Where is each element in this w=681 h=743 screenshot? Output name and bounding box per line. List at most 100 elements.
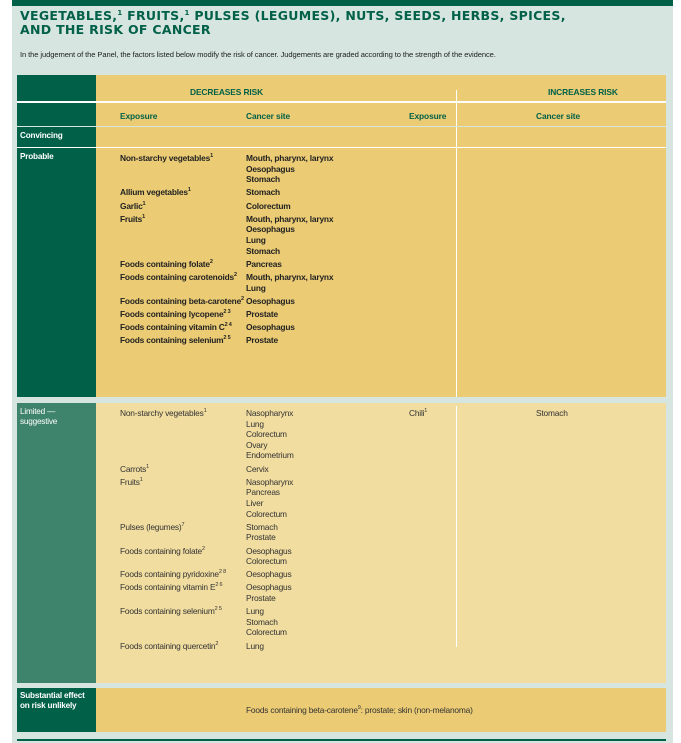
footnote-ref: 2 6 — [215, 582, 223, 589]
footnote-ref: 1 — [142, 200, 146, 207]
exposure-text: Foods containing vitamin E — [120, 582, 216, 593]
table-row: Fruits1 Nasopharynx Pancreas Liver Colorectu… — [120, 477, 460, 519]
cancer-site: Endometrium — [246, 450, 294, 461]
cancer-site: Stomach — [246, 174, 280, 185]
cancer-site: Lung — [246, 418, 264, 429]
table-row: Foods containing carotenoids2 Mouth, phar… — [120, 272, 460, 293]
cancer-site: Colorectum — [246, 627, 287, 638]
table-row: Foods containing vitamin E2 6 Oesophagus P… — [120, 582, 460, 603]
table-row: Fruits1 Mouth, pharynx, larynx Oesophagus L… — [120, 214, 460, 256]
convincing-label: Convincing — [17, 127, 96, 147]
footnote-ref: 1 — [187, 187, 191, 194]
cancer-site: Stomach — [246, 521, 278, 532]
table-row: Non-starchy vegetables1 Mouth, pharynx, l… — [120, 153, 460, 185]
cancer-site-header: Cancer site — [246, 111, 291, 121]
substantial-effect-row: Substantial effect on risk unlikely Food… — [17, 688, 666, 732]
cancer-site: Stomach — [246, 245, 280, 256]
footnote-ref: 2 3 — [223, 309, 231, 316]
exposure-text: Foods containing selenium — [120, 606, 215, 617]
footnote-ref: 2 — [215, 640, 219, 647]
cancer-site-cell: Prostate — [246, 335, 278, 346]
cancer-site: Pancreas — [246, 258, 282, 269]
cancer-site: Liver — [246, 497, 264, 508]
table-row: Carrots1 Cervix — [120, 464, 460, 475]
limited-suggestive-label: Limited — suggestive — [17, 403, 96, 683]
substantial-effect-label: Substantial effect on risk unlikely — [17, 688, 96, 732]
cancer-site: Colorectum — [246, 556, 287, 567]
cancer-site: Oesophagus — [246, 569, 292, 580]
top-bar — [12, 0, 673, 6]
table-row: Foods containing lycopene2 3 Prostate — [120, 309, 460, 320]
cancer-site-cell: Colorectum — [246, 201, 291, 212]
cancer-site-cell: Mouth, pharynx, larynx Lung — [246, 272, 333, 293]
exposure-cell: Chili1 — [409, 408, 536, 419]
cancer-site: Pancreas — [246, 487, 280, 498]
cancer-site: Prostate — [246, 335, 278, 346]
cancer-site: Lung — [246, 234, 266, 245]
exposure-text: Non-starchy vegetables — [120, 153, 211, 163]
cancer-site-cell: Oesophagus Prostate — [246, 582, 292, 603]
exposure-cell: Foods containing quercetin2 — [120, 641, 246, 652]
table-row: Garlic1 Colorectum — [120, 201, 460, 212]
exposure-cell: Foods containing folate2 — [120, 546, 246, 567]
cancer-site: Lung — [246, 606, 264, 617]
exposure-cell: Foods containing pyridoxine2 8 — [120, 569, 246, 580]
table-row: Foods containing vitamin C2 4 Oesophagus — [120, 322, 460, 333]
exposure-cell: Allium vegetables1 — [120, 187, 246, 198]
table-row: Foods containing quercetin2 Lung — [120, 641, 460, 652]
exposure-cell: Foods containing selenium2 5 — [120, 606, 246, 638]
footnote-ref: 1 — [203, 408, 207, 415]
exposure-cell: Foods containing beta-carotene2 — [120, 296, 246, 307]
exposure-text: Foods containing lycopene — [120, 308, 224, 319]
footnote-ref: 1 — [210, 153, 213, 160]
cancer-site: Colorectum — [246, 200, 291, 211]
table-panel: VEGETABLES,1 FRUITS,1 PULSES (LEGUMES), … — [12, 0, 673, 743]
exposure-text: Foods containing beta-carotene — [120, 295, 242, 306]
table-row: Allium vegetables1 Stomach — [120, 187, 460, 198]
exposure-cell: Garlic1 — [120, 201, 246, 212]
cancer-site-cell: Oesophagus — [246, 296, 295, 307]
cancer-site: Stomach — [246, 187, 280, 198]
table-row: Foods containing folate2 Oesophagus Colore… — [120, 546, 460, 567]
cancer-site: Prostate — [246, 532, 276, 543]
exposure-text: Fruits — [120, 476, 140, 487]
cancer-site: Lung — [246, 640, 264, 651]
intro-text: In the judgement of the Panel, the facto… — [20, 50, 496, 59]
cancer-site: Nasopharynx — [246, 476, 294, 487]
table-row: Foods containing folate2 Pancreas — [120, 259, 460, 270]
exposure-text: Foods containing folate — [120, 545, 203, 556]
exposure-text: Pulses (legumes) — [120, 521, 182, 532]
exposure-text: Foods containing quercetin — [120, 640, 216, 651]
footnote-ref: 2 — [241, 295, 244, 302]
cancer-site-cell: Stomach — [536, 408, 568, 419]
footnote-ref: 2 — [233, 272, 237, 279]
probable-row: Probable Non-starchy vegetables1 Mouth, p… — [17, 148, 666, 397]
exposure-text: Carrots — [120, 463, 147, 474]
cancer-site: Oesophagus — [246, 224, 295, 235]
exposure-cell: Foods containing selenium2 5 — [120, 335, 246, 346]
cancer-site: Colorectum — [246, 508, 287, 519]
header-label-cell — [17, 75, 96, 126]
cancer-site-cell: Mouth, pharynx, larynx Oesophagus Stomach — [246, 153, 333, 185]
footnote-ref: 1 — [142, 213, 145, 220]
exposure-text: Non-starchy vegetables — [120, 408, 204, 418]
cancer-site: Oesophagus — [246, 295, 295, 306]
cancer-site: Nasopharynx — [246, 408, 294, 418]
table-row: Non-starchy vegetables1 Nasopharynx Lung Co… — [120, 408, 460, 461]
cancer-site-cell: Oesophagus — [246, 322, 295, 333]
table-row: Foods containing beta-carotene2 Oesophagu… — [120, 296, 460, 307]
exposure-cell: Foods containing carotenoids2 — [120, 272, 246, 293]
cancer-site: Mouth, pharynx, larynx — [246, 153, 334, 163]
footnote-ref: 1 — [139, 476, 143, 483]
exposure-cell: Pulses (legumes)7 — [120, 522, 246, 543]
cancer-site: Oesophagus — [246, 163, 295, 174]
cancer-site-cell: Stomach Prostate — [246, 522, 278, 543]
exposure-cell: Non-starchy vegetables1 — [120, 408, 246, 461]
cancer-site-cell: Oesophagus — [246, 569, 292, 580]
cancer-site: Prostate — [246, 593, 276, 604]
exposure-text: Fruits — [120, 213, 143, 224]
cancer-site-header-increases: Cancer site — [536, 111, 581, 121]
cancer-site-cell: Nasopharynx Lung Colorectum Ovary Endometriu… — [246, 408, 294, 461]
cancer-site: Stomach — [246, 616, 278, 627]
cancer-site: Oesophagus — [246, 545, 292, 556]
